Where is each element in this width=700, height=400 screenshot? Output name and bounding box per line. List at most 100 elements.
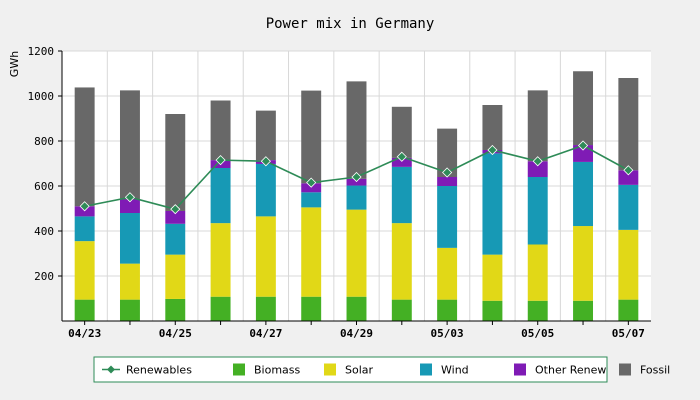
y-tick-label: 200 (34, 270, 54, 283)
y-tick-label: 1200 (28, 45, 55, 58)
bar-wind (210, 168, 231, 224)
bar-fossil (119, 90, 140, 200)
legend-swatch-other-renew (514, 363, 526, 376)
y-tick-label: 600 (34, 180, 54, 193)
bar-wind (391, 166, 412, 224)
bar-fossil (437, 128, 458, 177)
bar-solar (165, 254, 186, 299)
bar-biomass (74, 299, 95, 321)
bar-wind (255, 163, 276, 217)
bar-biomass (165, 298, 186, 321)
renewables-point (396, 151, 407, 162)
chart-title: Power mix in Germany (266, 16, 435, 32)
legend: Renewables Biomass Solar Wind Other Renew Fos… (93, 356, 670, 383)
renewables-point (577, 140, 589, 151)
bar-fossil (527, 90, 548, 162)
bar-wind (618, 184, 639, 230)
bar-fossil (573, 71, 594, 146)
bar-biomass (255, 296, 276, 321)
bar-solar (618, 229, 639, 300)
legend-label: Solar (345, 364, 374, 377)
y-tick-label: 400 (34, 225, 54, 238)
bar-solar (210, 223, 231, 297)
bar-solar (255, 216, 276, 297)
bar-other-renew (301, 183, 322, 193)
bar-solar (437, 247, 458, 300)
bar-wind (346, 185, 367, 210)
legend-label: Biomass (254, 364, 301, 377)
bar-solar (527, 244, 548, 301)
bar-biomass (527, 300, 548, 321)
bar-wind (301, 192, 322, 208)
bar-wind (119, 213, 140, 264)
bar-other-renew (119, 199, 140, 213)
renewables-point (306, 177, 317, 188)
legend-label: Other Renew (535, 364, 606, 377)
bar-wind (482, 153, 503, 255)
bar-other-renew (437, 177, 458, 186)
bar-biomass (119, 299, 140, 321)
bar-fossil (255, 110, 276, 161)
bar-biomass (346, 296, 367, 321)
bar-solar (346, 209, 367, 297)
bar-other-renew (165, 210, 186, 224)
bar-wind (165, 223, 186, 255)
bar-fossil (346, 81, 367, 179)
legend-swatch-wind (420, 363, 432, 376)
bar-fossil (165, 114, 186, 211)
bar-fossil (391, 106, 412, 158)
bar-other-renew (618, 170, 639, 185)
renewables-point (351, 171, 362, 183)
bar-other-renew (527, 161, 548, 177)
bar-fossil (301, 90, 322, 184)
renewables-point (170, 204, 181, 215)
y-tick-label: 800 (34, 135, 54, 148)
legend-label: Fossil (640, 364, 670, 377)
bar-fossil (74, 87, 95, 207)
legend-label: Renewables (126, 364, 192, 377)
legend-swatch-marker (107, 365, 115, 374)
y-tick-label: 1000 (28, 90, 55, 103)
bar-fossil (618, 78, 639, 171)
bar-biomass (210, 296, 231, 321)
legend-swatch-biomass (233, 363, 245, 376)
bar-other-renew (391, 157, 412, 167)
x-tick-label: 05/07 (612, 327, 645, 340)
x-tick-label: 04/25 (159, 327, 192, 340)
renewables-point (260, 156, 271, 167)
bar-biomass (618, 299, 639, 321)
x-tick-label: 04/27 (249, 327, 282, 340)
bar-other-renew (346, 178, 367, 186)
bar-biomass (482, 300, 503, 321)
bar-solar (301, 207, 322, 297)
bar-other-renew (573, 145, 594, 162)
bar-solar (119, 263, 140, 300)
bar-biomass (573, 300, 594, 321)
bar-wind (573, 161, 594, 227)
bar-biomass (391, 299, 412, 321)
bar-fossil (210, 100, 231, 161)
renewables-point (487, 144, 498, 156)
y-axis-label: GWh (8, 51, 21, 77)
bar-wind (437, 186, 458, 248)
x-tick-label: 04/23 (68, 327, 101, 340)
x-tick-label: 05/03 (431, 327, 464, 340)
bar-wind (74, 216, 95, 242)
x-tick-label: 04/29 (340, 327, 373, 340)
renewables-point (532, 156, 543, 167)
renewables-point (442, 167, 453, 178)
bar-biomass (301, 296, 322, 321)
bar-solar (573, 226, 594, 301)
legend-label: Wind (441, 364, 469, 377)
bar-solar (391, 223, 412, 300)
bar-biomass (437, 299, 458, 321)
bar-solar (74, 241, 95, 300)
bar-fossil (482, 105, 503, 150)
legend-swatch-solar (324, 363, 336, 376)
legend-box (93, 356, 608, 383)
renewables-point (623, 165, 634, 176)
renewables-point (215, 155, 226, 166)
legend-swatch-fossil (619, 363, 631, 376)
plot-area: 200 400 600 800 1000 1200 04/23 04/25 04/27 04/29… (28, 45, 651, 340)
